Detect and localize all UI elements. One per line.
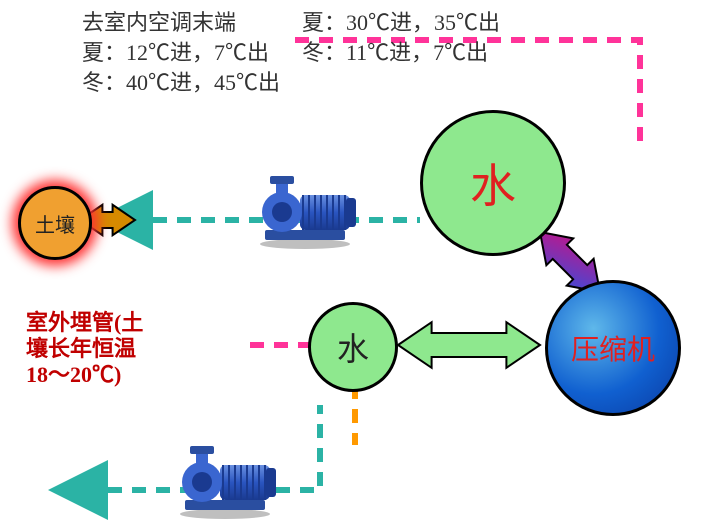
water-big-node: 水 bbox=[420, 110, 566, 256]
pump-top bbox=[250, 170, 360, 250]
soil-node: 土壤 bbox=[18, 186, 92, 260]
compressor-node: 压缩机 bbox=[545, 280, 681, 416]
indoor-terminal-text: 去室内空调末端夏：12℃进，7℃出冬：40℃进，45℃出 bbox=[82, 8, 280, 98]
diagram-stage: 去室内空调末端夏：12℃进，7℃出冬：40℃进，45℃出 夏：30℃进，35℃出… bbox=[0, 0, 708, 529]
soil-label: 土壤 bbox=[35, 209, 75, 238]
outdoor-buried-pipe-text: 室外埋管(土壤长年恒温18～20℃) bbox=[26, 310, 143, 388]
pump-bottom bbox=[170, 440, 280, 520]
arrow-water-bi bbox=[398, 322, 540, 368]
water-small-node: 水 bbox=[308, 302, 398, 392]
compressor-label: 压缩机 bbox=[571, 328, 655, 368]
water-small-label: 水 bbox=[337, 324, 369, 370]
water-big-label: 水 bbox=[470, 150, 516, 216]
temp-right-text: 夏：30℃进，35℃出冬：11℃进，7℃出 bbox=[302, 8, 500, 68]
